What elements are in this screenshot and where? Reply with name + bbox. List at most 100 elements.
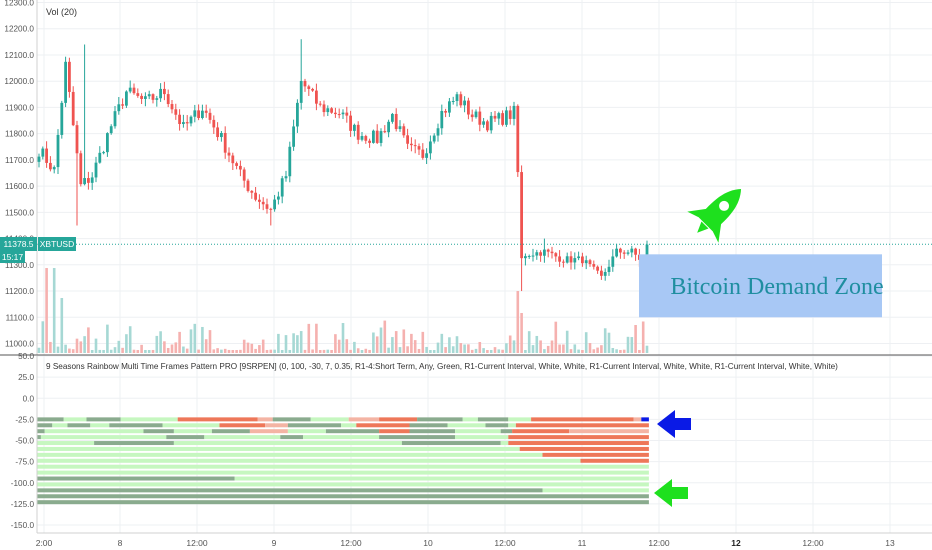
rainbow-segment (542, 488, 649, 493)
candle-body (106, 133, 109, 153)
volume-bar (432, 349, 436, 353)
oscillator-tick-label: 0.0 (23, 394, 35, 403)
rainbow-segment (508, 441, 649, 446)
candle-body (501, 113, 504, 125)
price-tick-label: 12300.0 (4, 0, 34, 8)
candle-body (37, 156, 41, 162)
volume-bar (113, 347, 117, 353)
candle-body (246, 180, 250, 191)
volume-bar (299, 331, 303, 353)
volume-bar (497, 349, 501, 353)
price-tick-label: 11800.0 (5, 130, 34, 139)
candle-body (527, 255, 531, 257)
volume-bar (288, 349, 292, 353)
candle-body (178, 114, 181, 125)
rainbow-segment (542, 452, 649, 457)
candle-body (554, 253, 558, 257)
price-tick-label: 11100.0 (6, 313, 35, 322)
rainbow-segment (641, 417, 649, 422)
volume-bar (527, 331, 531, 353)
volume-bar (379, 327, 383, 353)
rainbow-segment (37, 464, 649, 469)
candle-body (117, 104, 121, 112)
volume-bar (341, 323, 345, 353)
volume-bar (524, 349, 527, 353)
rainbow-segment (37, 429, 45, 434)
volume-bar (117, 340, 121, 353)
volume-bar (467, 344, 470, 353)
volume-bar (478, 341, 482, 353)
time-tick-label: 2:00 (36, 538, 53, 548)
volume-bar (356, 348, 360, 353)
rainbow-segment (90, 423, 110, 428)
volume-bar (474, 348, 478, 353)
time-tick-label: 10 (423, 538, 433, 548)
candle-body (379, 131, 383, 143)
candle-body (151, 94, 155, 100)
candle-body (364, 136, 368, 141)
time-tick-label: 12:00 (340, 538, 362, 548)
candle-body (478, 111, 482, 125)
candle-body (227, 152, 231, 156)
candle-body (87, 178, 90, 183)
rainbow-segment (67, 423, 91, 428)
candle-body (307, 86, 311, 89)
rainbow-segment (272, 417, 311, 422)
candle-body (102, 152, 105, 154)
volume-bar (182, 346, 185, 353)
rainbow-segment (37, 482, 649, 487)
candle-body (634, 248, 637, 255)
candle-body (413, 145, 417, 147)
candle-body (261, 201, 265, 205)
candle-body (159, 88, 162, 99)
candle-body (136, 93, 140, 96)
candle-body (166, 94, 170, 105)
price-tick-label: 11600.0 (5, 182, 34, 191)
volume-bar (235, 349, 238, 353)
volume-bar (584, 332, 588, 353)
volume-bar (539, 340, 542, 353)
volume-bar (75, 338, 79, 353)
price-tick-label: 11300.0 (5, 261, 34, 270)
candle-body (303, 80, 307, 87)
rainbow-segment (462, 417, 478, 422)
rainbow-segment (379, 417, 418, 422)
rainbow-heatmap (37, 417, 649, 505)
volume-bar (201, 326, 204, 353)
candle-body (220, 132, 223, 138)
time-tick-label: 11 (578, 538, 587, 548)
candle-body (372, 130, 375, 143)
time-tick-label: 12:00 (648, 538, 670, 548)
candle-body (455, 94, 459, 102)
candle-body (353, 124, 356, 131)
candle-body (493, 115, 497, 119)
volume-bar (505, 343, 508, 353)
candle-body (508, 110, 512, 119)
volume-bar (132, 349, 136, 353)
rainbow-segment (633, 417, 642, 422)
candle-body (204, 110, 208, 113)
candle-body (349, 115, 352, 131)
candle-body (216, 127, 219, 138)
rainbow-segment (204, 435, 281, 440)
rainbow-segment (287, 423, 342, 428)
rainbow-segment (477, 417, 509, 422)
volume-bar (197, 349, 200, 353)
volume-bar (592, 349, 596, 353)
candle-body (531, 255, 535, 257)
rainbow-segment (173, 441, 402, 446)
candle-body (60, 102, 64, 135)
green-arrow-icon (654, 479, 688, 507)
volume-bar (387, 347, 390, 353)
candle-body (189, 116, 193, 124)
oscillator-tick-label: -75.0 (15, 458, 34, 467)
candle-body (611, 256, 615, 267)
rainbow-segment (94, 441, 174, 446)
candle-body (273, 199, 276, 210)
candle-body (132, 87, 136, 94)
volume-bar (56, 346, 60, 353)
candle-body (505, 110, 508, 125)
candle-body (497, 113, 501, 119)
volume-bar (318, 349, 322, 353)
